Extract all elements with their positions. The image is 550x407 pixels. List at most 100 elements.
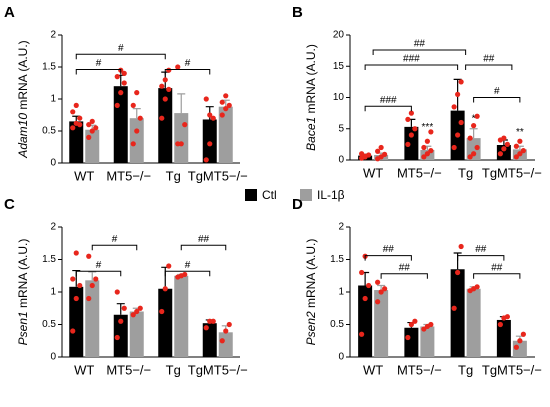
data-point <box>93 276 99 282</box>
data-point <box>166 86 172 92</box>
data-point <box>517 338 523 344</box>
data-point <box>474 113 480 119</box>
data-point <box>517 151 523 157</box>
legend-swatch <box>300 189 312 201</box>
data-point <box>114 334 120 341</box>
data-point <box>118 90 124 96</box>
data-point <box>359 331 365 337</box>
significance: # <box>96 58 102 69</box>
data-point <box>166 263 172 269</box>
data-point <box>408 321 414 328</box>
bracket <box>75 53 166 60</box>
data-point <box>474 284 480 290</box>
significance: ## <box>483 54 495 65</box>
error-bar <box>177 93 186 114</box>
bar <box>113 314 128 357</box>
bar <box>218 332 233 357</box>
bar <box>374 290 389 357</box>
data-point <box>130 312 136 318</box>
data-point <box>378 144 384 151</box>
data-point <box>467 135 473 141</box>
bracket <box>91 244 138 251</box>
data-point <box>424 151 430 157</box>
x-tick-label: TgMT5−/− <box>482 362 542 377</box>
data-point <box>366 282 372 289</box>
x-tick-label: TgMT5−/− <box>188 362 248 377</box>
y-axis-gene: Psen1 <box>16 311 30 345</box>
data-point <box>159 115 165 121</box>
bar <box>404 327 419 357</box>
x-tick-label: Tg <box>166 168 181 183</box>
bracket <box>473 273 521 279</box>
data-point <box>159 83 165 89</box>
data-point <box>70 276 76 282</box>
data-point <box>73 102 79 108</box>
x-tick-label: MT5−/− <box>397 165 442 180</box>
y-tick-label: 2 <box>50 222 56 233</box>
data-point <box>162 286 168 292</box>
y-tick-label: 0 <box>50 158 56 169</box>
x-tick-label: Tg <box>458 362 473 377</box>
panel-label: C <box>4 196 15 213</box>
bracket <box>380 273 428 279</box>
bracket <box>164 270 211 277</box>
y-tick-label: 0 <box>338 155 344 166</box>
data-point <box>77 122 83 128</box>
data-point <box>451 144 457 151</box>
data-point <box>114 102 120 108</box>
x-tick-label: WT <box>74 362 94 377</box>
bar <box>129 311 144 357</box>
error-bar <box>377 284 386 291</box>
data-point <box>474 144 480 151</box>
x-tick-label: WT <box>74 168 94 183</box>
bar <box>466 288 481 357</box>
data-point <box>458 243 464 250</box>
significance: ### <box>403 54 420 65</box>
bar <box>129 118 144 163</box>
data-point <box>424 138 430 144</box>
data-point <box>223 328 229 334</box>
panel-label: B <box>292 4 303 21</box>
significance: ## <box>475 244 487 255</box>
bar <box>69 286 84 357</box>
x-tick-label: MT5−/− <box>106 362 151 377</box>
data-point <box>501 135 507 141</box>
data-point <box>467 154 473 160</box>
y-tick-label: 2 <box>338 222 344 233</box>
significance: ## <box>383 244 395 255</box>
data-point <box>70 328 76 334</box>
data-point <box>223 106 229 112</box>
bracket <box>364 64 459 70</box>
data-point <box>408 110 414 116</box>
data-point <box>178 141 184 147</box>
data-point <box>77 115 83 121</box>
bracket <box>75 69 122 75</box>
legend-label: IL-1β <box>317 188 345 202</box>
data-point <box>121 70 127 76</box>
y-tick-label: 0.5 <box>42 319 56 330</box>
bracket <box>457 255 505 261</box>
y-axis-unit: mRNA (A.U.) <box>16 40 30 113</box>
data-point <box>207 141 213 147</box>
data-point <box>210 318 216 324</box>
significance: ### <box>380 95 397 106</box>
y-axis-gene: Psen2 <box>304 311 318 345</box>
bracket <box>372 49 467 55</box>
bracket <box>164 69 211 75</box>
significance: # <box>112 234 118 245</box>
data-point <box>86 122 92 128</box>
legend-label: Ctl <box>262 188 277 202</box>
data-point <box>451 305 457 311</box>
x-tick-label: WT <box>363 165 383 180</box>
y-axis-gene: Bace1 <box>304 117 318 151</box>
data-point <box>175 64 181 70</box>
data-point <box>121 305 127 311</box>
data-point <box>207 112 213 118</box>
data-point <box>455 269 461 276</box>
bar <box>69 121 84 163</box>
data-point <box>375 279 381 285</box>
data-point <box>86 253 92 259</box>
data-point <box>70 109 76 115</box>
significance: # <box>185 260 191 271</box>
